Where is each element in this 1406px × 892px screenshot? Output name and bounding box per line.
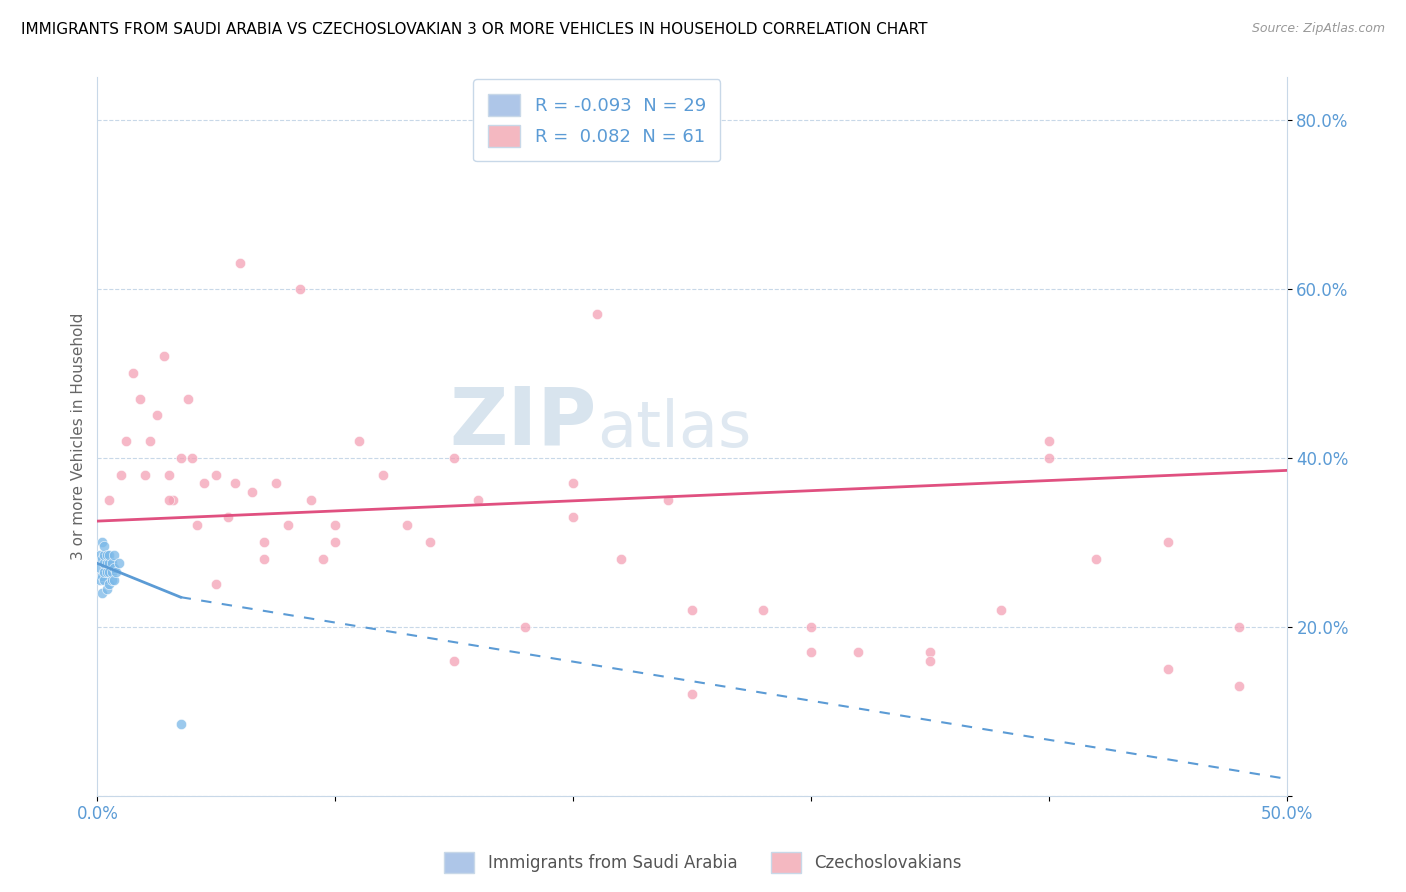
Point xyxy=(288,282,311,296)
Point xyxy=(96,582,118,596)
Point xyxy=(100,565,122,579)
Point xyxy=(253,535,276,549)
Point xyxy=(98,565,121,579)
Point xyxy=(100,574,122,588)
Point xyxy=(1156,535,1178,549)
Point xyxy=(146,409,169,423)
Point xyxy=(395,518,418,533)
Point xyxy=(157,493,180,508)
Point xyxy=(98,577,121,591)
Point xyxy=(193,476,215,491)
Point xyxy=(299,493,322,508)
Point xyxy=(107,557,129,571)
Point xyxy=(467,493,489,508)
Point xyxy=(1085,552,1108,566)
Point xyxy=(93,557,115,571)
Point xyxy=(419,535,441,549)
Point xyxy=(752,603,775,617)
Point xyxy=(918,654,941,668)
Point xyxy=(169,450,191,465)
Point xyxy=(96,557,118,571)
Point xyxy=(371,467,394,482)
Point xyxy=(138,434,160,448)
Point xyxy=(93,574,115,588)
Point xyxy=(115,434,138,448)
Point xyxy=(848,645,870,659)
Point xyxy=(264,476,287,491)
Point xyxy=(205,467,228,482)
Text: atlas: atlas xyxy=(596,399,751,460)
Point xyxy=(681,603,703,617)
Point xyxy=(918,645,941,659)
Point xyxy=(153,349,176,363)
Point xyxy=(177,392,200,406)
Point xyxy=(91,569,114,583)
Point xyxy=(323,535,346,549)
Point xyxy=(1038,450,1060,465)
Point xyxy=(800,620,823,634)
Point xyxy=(609,552,631,566)
Point xyxy=(562,509,585,524)
Point xyxy=(253,552,276,566)
Legend: R = -0.093  N = 29, R =  0.082  N = 61: R = -0.093 N = 29, R = 0.082 N = 61 xyxy=(474,79,720,161)
Point xyxy=(562,476,585,491)
Point xyxy=(681,687,703,701)
Point xyxy=(96,565,118,579)
Point xyxy=(1227,620,1250,634)
Point xyxy=(323,518,346,533)
Point xyxy=(186,518,208,533)
Point xyxy=(443,450,465,465)
Point xyxy=(347,434,370,448)
Point xyxy=(585,307,607,321)
Point xyxy=(205,577,228,591)
Point xyxy=(134,467,156,482)
Point xyxy=(312,552,335,566)
Point xyxy=(93,540,115,554)
Text: IMMIGRANTS FROM SAUDI ARABIA VS CZECHOSLOVAKIAN 3 OR MORE VEHICLES IN HOUSEHOLD : IMMIGRANTS FROM SAUDI ARABIA VS CZECHOSL… xyxy=(21,22,928,37)
Point xyxy=(103,548,125,562)
Point xyxy=(157,467,180,482)
Point xyxy=(181,450,204,465)
Point xyxy=(89,560,111,574)
Point xyxy=(89,548,111,562)
Point xyxy=(110,467,132,482)
Point xyxy=(1227,679,1250,693)
Point xyxy=(96,548,118,562)
Point xyxy=(91,586,114,600)
Point xyxy=(103,560,125,574)
Legend: Immigrants from Saudi Arabia, Czechoslovakians: Immigrants from Saudi Arabia, Czechoslov… xyxy=(437,846,969,880)
Point xyxy=(162,493,184,508)
Point xyxy=(93,548,115,562)
Point xyxy=(91,552,114,566)
Point xyxy=(93,565,115,579)
Point xyxy=(240,484,263,499)
Point xyxy=(98,493,121,508)
Point xyxy=(98,557,121,571)
Point xyxy=(122,366,145,380)
Y-axis label: 3 or more Vehicles in Household: 3 or more Vehicles in Household xyxy=(72,313,86,560)
Point xyxy=(990,603,1012,617)
Point xyxy=(515,620,537,634)
Point xyxy=(277,518,299,533)
Point xyxy=(98,548,121,562)
Point xyxy=(443,654,465,668)
Point xyxy=(217,509,239,524)
Text: Source: ZipAtlas.com: Source: ZipAtlas.com xyxy=(1251,22,1385,36)
Point xyxy=(129,392,152,406)
Text: ZIP: ZIP xyxy=(450,384,596,461)
Point xyxy=(169,717,191,731)
Point xyxy=(91,535,114,549)
Point xyxy=(1038,434,1060,448)
Point xyxy=(100,557,122,571)
Point xyxy=(89,574,111,588)
Point xyxy=(224,476,246,491)
Point xyxy=(103,574,125,588)
Point xyxy=(105,565,128,579)
Point xyxy=(800,645,823,659)
Point xyxy=(657,493,679,508)
Point xyxy=(229,256,252,270)
Point xyxy=(1156,662,1178,676)
